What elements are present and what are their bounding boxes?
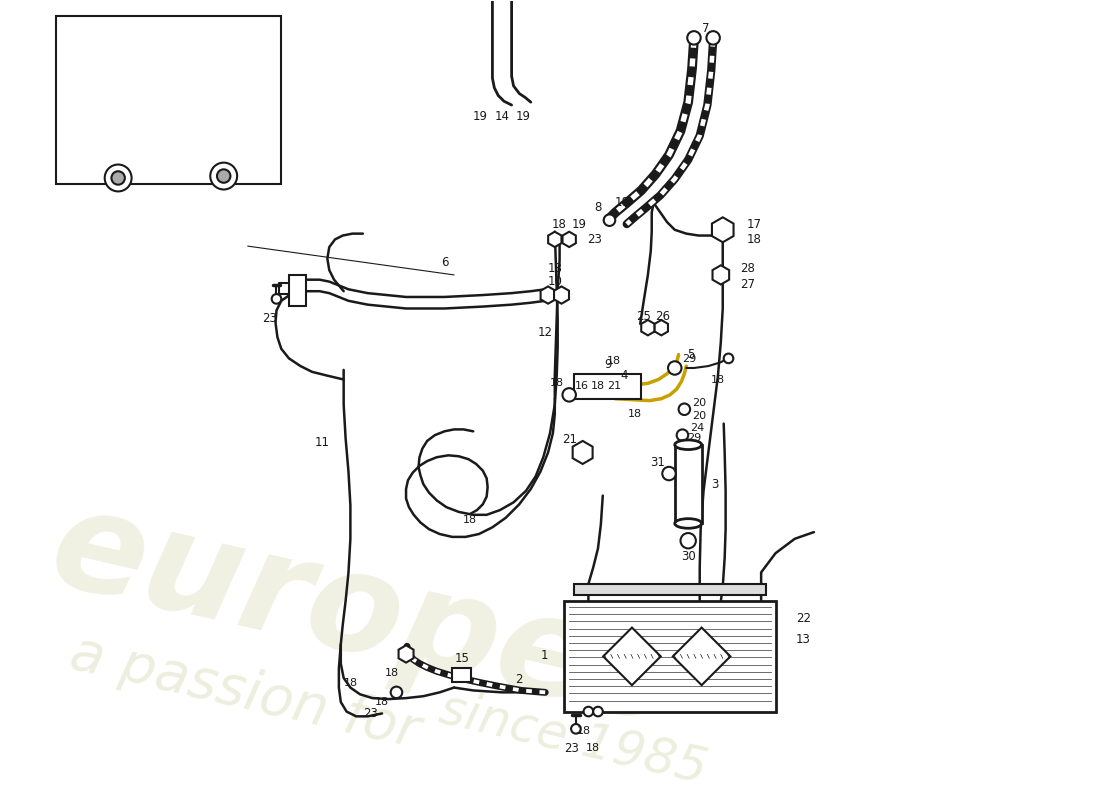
Text: 8: 8 — [594, 202, 602, 214]
Circle shape — [584, 706, 593, 716]
Text: 22: 22 — [795, 612, 811, 625]
Circle shape — [210, 162, 238, 190]
Text: 23: 23 — [363, 707, 378, 720]
Polygon shape — [654, 320, 668, 335]
Polygon shape — [641, 320, 654, 335]
Text: 18: 18 — [375, 697, 389, 707]
Text: 25: 25 — [637, 310, 651, 322]
Text: 3: 3 — [712, 478, 718, 490]
Text: 18: 18 — [463, 514, 477, 525]
Text: 29: 29 — [686, 433, 701, 443]
Polygon shape — [548, 232, 561, 247]
Polygon shape — [540, 286, 556, 304]
Text: 18: 18 — [627, 409, 641, 419]
Circle shape — [562, 388, 576, 402]
Circle shape — [390, 686, 403, 698]
Text: 12: 12 — [538, 326, 552, 339]
Bar — [289, 275, 306, 306]
Text: since 1985: since 1985 — [434, 684, 712, 793]
Text: 1: 1 — [540, 650, 548, 662]
Ellipse shape — [674, 440, 702, 450]
Text: 23: 23 — [564, 742, 580, 754]
Circle shape — [604, 214, 615, 226]
Polygon shape — [398, 646, 414, 662]
Polygon shape — [713, 266, 729, 285]
Text: 18: 18 — [711, 375, 725, 386]
Ellipse shape — [674, 518, 702, 528]
Text: 29: 29 — [682, 354, 696, 364]
Text: 10: 10 — [548, 275, 562, 288]
Polygon shape — [712, 218, 734, 242]
Circle shape — [676, 430, 689, 441]
Text: 9: 9 — [604, 358, 612, 370]
Circle shape — [688, 31, 701, 45]
Text: 20: 20 — [692, 398, 706, 407]
Circle shape — [571, 724, 581, 734]
Text: 15: 15 — [454, 652, 469, 666]
Bar — [674, 445, 702, 523]
Circle shape — [593, 706, 603, 716]
Text: 18: 18 — [607, 356, 621, 366]
Text: 26: 26 — [654, 310, 670, 322]
Text: 21: 21 — [562, 433, 576, 446]
Text: 6: 6 — [441, 256, 448, 269]
Text: 18: 18 — [344, 678, 359, 688]
Polygon shape — [562, 232, 575, 247]
Text: 11: 11 — [315, 436, 329, 450]
Text: 28: 28 — [740, 262, 755, 274]
Text: 13: 13 — [795, 633, 811, 646]
Circle shape — [679, 403, 690, 415]
Text: 18: 18 — [548, 262, 562, 274]
Text: 18: 18 — [591, 382, 605, 391]
Circle shape — [668, 362, 682, 374]
Text: 17: 17 — [747, 218, 761, 230]
Text: 21: 21 — [607, 382, 621, 391]
Bar — [56, 16, 282, 184]
Bar — [452, 668, 471, 682]
Text: 14: 14 — [495, 110, 509, 123]
Text: 18: 18 — [385, 668, 398, 678]
Text: 4: 4 — [620, 369, 628, 382]
Polygon shape — [573, 441, 593, 464]
Text: 18: 18 — [552, 218, 567, 231]
Text: 16: 16 — [574, 382, 589, 391]
Text: 18: 18 — [576, 726, 591, 736]
Text: europes: europes — [40, 478, 686, 753]
Text: 30: 30 — [681, 550, 695, 562]
Bar — [574, 584, 766, 595]
Circle shape — [272, 294, 282, 304]
Text: a passion for: a passion for — [65, 626, 426, 758]
Text: 27: 27 — [740, 278, 755, 291]
Text: 18: 18 — [747, 233, 761, 246]
Bar — [574, 374, 641, 398]
Text: 5: 5 — [688, 348, 695, 361]
Bar — [564, 601, 776, 711]
Circle shape — [706, 31, 719, 45]
Circle shape — [662, 467, 675, 480]
Text: 31: 31 — [650, 455, 664, 469]
Text: 18: 18 — [586, 743, 601, 753]
Polygon shape — [603, 627, 661, 685]
Circle shape — [111, 171, 125, 185]
Text: 2: 2 — [516, 674, 522, 686]
Text: 19: 19 — [571, 218, 586, 231]
Text: 23: 23 — [586, 233, 602, 246]
Polygon shape — [554, 286, 569, 304]
Text: 19: 19 — [516, 110, 530, 123]
Circle shape — [104, 165, 132, 191]
Text: 24: 24 — [690, 423, 704, 434]
Text: 23: 23 — [262, 311, 277, 325]
Text: 20: 20 — [692, 411, 706, 421]
Text: 18: 18 — [615, 197, 629, 210]
Text: 18: 18 — [550, 378, 564, 388]
Circle shape — [724, 354, 734, 363]
Text: 19: 19 — [472, 110, 487, 123]
Text: 7: 7 — [702, 22, 710, 34]
Circle shape — [217, 170, 230, 182]
Circle shape — [681, 533, 696, 549]
Polygon shape — [673, 627, 730, 685]
